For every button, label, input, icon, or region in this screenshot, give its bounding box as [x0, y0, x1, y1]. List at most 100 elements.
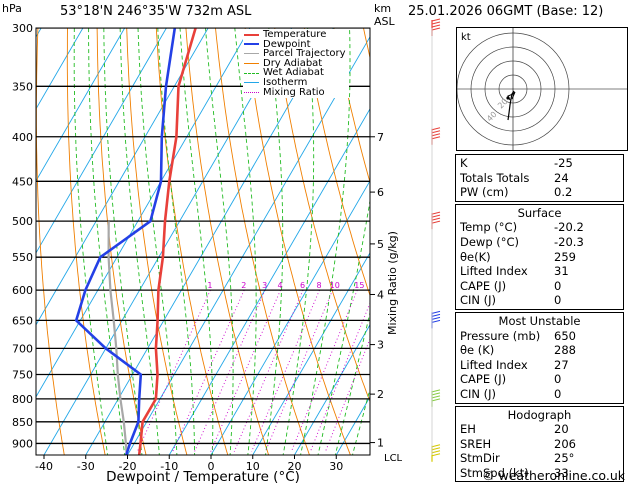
info-label: CAPE (J) [460, 278, 507, 293]
x-tick-label: -40 [35, 460, 53, 473]
mixing-ratio-label: 4 [278, 281, 283, 290]
dry-adiabat-line [155, 28, 229, 455]
info-value: -25 [554, 156, 573, 170]
isotherm-line [294, 323, 370, 455]
legend-label: Mixing Ratio [263, 86, 325, 98]
km-unit-label: km [374, 2, 391, 15]
legend-item: Mixing Ratio [244, 86, 346, 98]
wet-adiabat-line [282, 28, 315, 455]
mixing-ratio-label: 15 [354, 281, 364, 290]
info-row: Lifted Index 31 [456, 264, 623, 279]
legend-swatch [244, 53, 259, 55]
isotherm-line [36, 28, 251, 398]
info-row: CAPE (J) 0 [456, 372, 623, 387]
info-value: -20.3 [554, 234, 584, 249]
info-row: Totals Totals 24 [456, 171, 623, 186]
location-title: 53°18'N 246°35'W 732m ASL [60, 4, 252, 19]
legend-label: Dewpoint [263, 38, 311, 50]
dry-adiabat-line [185, 28, 270, 455]
info-value: -20.2 [554, 220, 584, 235]
hpa-unit-label: hPa [2, 2, 22, 15]
info-row: EH 20 [456, 422, 623, 437]
info-label: CIN (J) [460, 293, 497, 308]
x-tick-label: 10 [246, 460, 260, 473]
info-row: θe (K) 288 [456, 343, 623, 358]
dry-adiabat-line [303, 28, 370, 297]
x-tick-label: 20 [288, 460, 302, 473]
mixing-ratio-line [172, 289, 245, 452]
wet-adiabat-line [103, 28, 143, 455]
km-tick-label: 5 [377, 238, 384, 251]
wet-adiabat-line [119, 28, 160, 455]
wet-adiabat-line [88, 28, 126, 455]
info-row: Lifted Index 27 [456, 358, 623, 373]
legend-swatch [244, 72, 259, 74]
dry-adiabat-line [126, 28, 188, 455]
info-row: SREH 206 [456, 437, 623, 452]
pressure-tick-label: 900 [12, 437, 33, 450]
info-row: Temp (°C) -20.2 [456, 220, 623, 235]
info-row: θe(K) 259 [456, 250, 623, 265]
info-row: StmDir 25° [456, 451, 623, 466]
km-tick-label: 3 [377, 339, 384, 352]
pressure-tick-label: 550 [12, 251, 33, 264]
legend-swatch [244, 82, 259, 84]
hodograph-trace [507, 90, 515, 121]
pressure-tick-label: 800 [12, 393, 33, 406]
legend-item: Wet Adiabat [244, 68, 346, 78]
info-label: θe (K) [460, 343, 495, 358]
info-row: CIN (J) 0 [456, 293, 623, 308]
mixing-ratio-line [324, 337, 370, 452]
dry-adiabat-line [333, 28, 370, 184]
sounding-indices-panel: K -25 Totals Totals 24 PW (cm) 0.2 Surface Te… [455, 154, 624, 484]
mixing-ratio-line [210, 289, 281, 452]
pressure-tick-label: 700 [12, 342, 33, 355]
info-value: 33 [554, 465, 569, 480]
info-row: StmSpd (kt) 33 [456, 466, 623, 481]
pressure-tick-label: 400 [12, 131, 33, 144]
mixing-ratio-line [251, 289, 320, 452]
mixing-ratio-label: 1 [207, 281, 212, 290]
legend-label: Temperature [263, 29, 327, 40]
info-label: CAPE (J) [460, 372, 507, 387]
km-tick-label: 6 [377, 186, 384, 199]
hodograph-panel: kt 20 40 [456, 27, 628, 151]
info-label: Lifted Index [460, 357, 528, 372]
wet-adiabat-line [157, 28, 196, 455]
pressure-tick-label: 450 [12, 175, 33, 188]
pressure-tick-label: 650 [12, 314, 33, 327]
x-tick-label: 0 [208, 460, 215, 473]
datetime-title: 25.01.2026 06GMT (Base: 12) [408, 4, 604, 19]
x-tick-label: 30 [329, 460, 343, 473]
isotherm-line [210, 179, 370, 455]
info-label: SREH [460, 436, 492, 451]
km-tick-label: 2 [377, 388, 384, 401]
pressure-tick-label: 750 [12, 368, 33, 381]
info-value: 0.2 [554, 185, 573, 200]
asl-unit-label: ASL [374, 15, 396, 28]
info-label: StmSpd (kt) [460, 465, 529, 480]
isotherm-line [36, 28, 84, 110]
legend-label: Dry Adiabat [263, 57, 323, 69]
legend-swatch [244, 33, 259, 36]
x-tick-label: -30 [77, 460, 95, 473]
pressure-tick-label: 850 [12, 416, 33, 429]
info-value: 24 [554, 170, 569, 185]
info-value: 25° [554, 451, 575, 466]
surface-box: Surface Temp (°C) -20.2 Dewp (°C) -20.3 θe(K… [455, 203, 624, 310]
info-label: Temp (°C) [460, 220, 518, 235]
info-label: Lifted Index [460, 264, 528, 279]
info-value: 288 [554, 343, 576, 358]
dry-adiabat-line [215, 28, 310, 455]
info-row: Pressure (mb) 650 [456, 329, 623, 344]
isotherm-line [43, 28, 293, 455]
most-unstable-box: Most Unstable Pressure (mb) 650 θe (K) 288 L… [455, 311, 624, 404]
isotherm-line [127, 35, 370, 455]
info-value: 0 [554, 278, 562, 293]
isotherm-line [36, 28, 126, 182]
hodograph-unit: kt [461, 32, 471, 43]
most-unstable-title: Most Unstable [498, 313, 581, 328]
hodograph-title: Hodograph [507, 407, 572, 422]
info-label: CIN (J) [460, 386, 497, 401]
